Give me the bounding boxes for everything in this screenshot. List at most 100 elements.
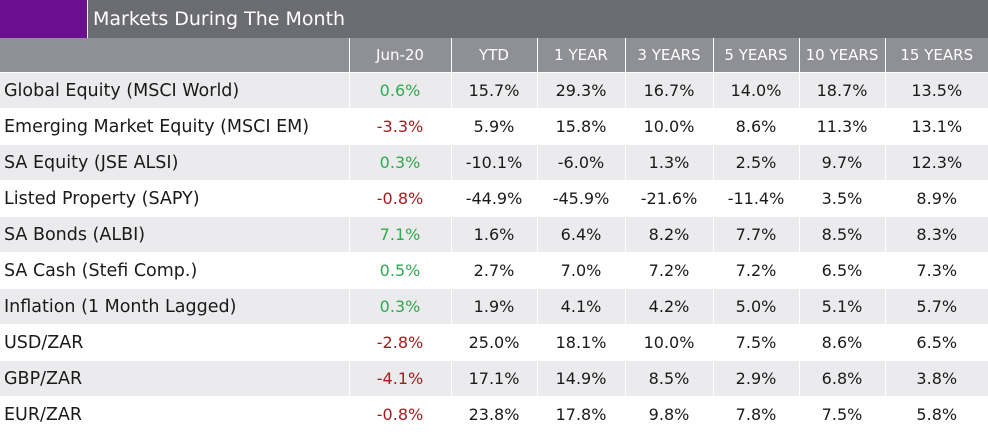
return-value-cell: 9.8% — [624, 396, 713, 433]
month-return-cell: 0.6% — [348, 72, 451, 109]
return-value-cell: 3.8% — [884, 360, 988, 397]
header-row: Jun-20 YTD 1 YEAR 3 YEARS 5 YEARS 10 YEA… — [0, 38, 988, 73]
return-value-cell: 7.3% — [884, 252, 988, 289]
market-returns-table: Jun-20 YTD 1 YEAR 3 YEARS 5 YEARS 10 YEA… — [0, 38, 988, 433]
return-value-cell: 23.8% — [450, 396, 537, 433]
return-value-cell: 3.5% — [798, 180, 885, 217]
return-value-cell: 9.7% — [798, 144, 885, 181]
return-value-cell: 17.1% — [450, 360, 537, 397]
asset-name-cell: SA Equity (JSE ALSI) — [0, 144, 349, 181]
return-value-cell: 29.3% — [536, 72, 625, 109]
asset-name-cell: SA Bonds (ALBI) — [0, 216, 349, 253]
return-value-cell: 2.5% — [712, 144, 799, 181]
return-value-cell: 7.8% — [712, 396, 799, 433]
table-row: SA Bonds (ALBI) 7.1% 1.6% 6.4% 8.2% 7.7% 8.5% 8… — [0, 216, 988, 253]
return-value-cell: -10.1% — [450, 144, 537, 181]
table-row: GBP/ZAR -4.1% 17.1% 14.9% 8.5% 2.9% 6.8% 3.8% — [0, 360, 988, 397]
asset-name-cell: EUR/ZAR — [0, 396, 349, 433]
header-cell: Jun-20 — [348, 38, 451, 73]
return-value-cell: 7.0% — [536, 252, 625, 289]
header-cell: 1 YEAR — [536, 38, 625, 73]
header-cell: 3 YEARS — [624, 38, 713, 73]
return-value-cell: 16.7% — [624, 72, 713, 109]
month-return-cell: 0.3% — [348, 144, 451, 181]
return-value-cell: -11.4% — [712, 180, 799, 217]
return-value-cell: 13.5% — [884, 72, 988, 109]
header-cell: YTD — [450, 38, 537, 73]
return-value-cell: -21.6% — [624, 180, 713, 217]
return-value-cell: 5.9% — [450, 108, 537, 145]
return-value-cell: 6.8% — [798, 360, 885, 397]
table-title: Markets During The Month — [93, 8, 346, 30]
return-value-cell: 8.6% — [798, 324, 885, 361]
table-row: SA Equity (JSE ALSI) 0.3% -10.1% -6.0% 1.3% 2… — [0, 144, 988, 181]
return-value-cell: 14.9% — [536, 360, 625, 397]
return-value-cell: 13.1% — [884, 108, 988, 145]
month-return-cell: -0.8% — [348, 180, 451, 217]
return-value-cell: 4.2% — [624, 288, 713, 325]
return-value-cell: 5.0% — [712, 288, 799, 325]
month-return-cell: -2.8% — [348, 324, 451, 361]
return-value-cell: 8.6% — [712, 108, 799, 145]
return-value-cell: 2.9% — [712, 360, 799, 397]
month-return-cell: -0.8% — [348, 396, 451, 433]
return-value-cell: 5.7% — [884, 288, 988, 325]
return-value-cell: 8.5% — [624, 360, 713, 397]
asset-name-cell: USD/ZAR — [0, 324, 349, 361]
header-cell: 15 YEARS — [884, 38, 988, 73]
table-row: Listed Property (SAPY) -0.8% -44.9% -45.9% -… — [0, 180, 988, 217]
header-blank-cell — [0, 38, 349, 73]
month-return-cell: 0.3% — [348, 288, 451, 325]
month-return-cell: 0.5% — [348, 252, 451, 289]
return-value-cell: -6.0% — [536, 144, 625, 181]
return-value-cell: 17.8% — [536, 396, 625, 433]
return-value-cell: 6.5% — [798, 252, 885, 289]
month-return-cell: -4.1% — [348, 360, 451, 397]
return-value-cell: 7.2% — [712, 252, 799, 289]
return-value-cell: 8.9% — [884, 180, 988, 217]
return-value-cell: 2.7% — [450, 252, 537, 289]
return-value-cell: 4.1% — [536, 288, 625, 325]
return-value-cell: 8.2% — [624, 216, 713, 253]
return-value-cell: 10.0% — [624, 324, 713, 361]
return-value-cell: 7.5% — [712, 324, 799, 361]
return-value-cell: -45.9% — [536, 180, 625, 217]
header-cell: 10 YEARS — [798, 38, 885, 73]
return-value-cell: 18.7% — [798, 72, 885, 109]
table-row: EUR/ZAR -0.8% 23.8% 17.8% 9.8% 7.8% 7.5% 5.8% — [0, 396, 988, 433]
return-value-cell: 7.2% — [624, 252, 713, 289]
asset-name-cell: Inflation (1 Month Lagged) — [0, 288, 349, 325]
table-row: Inflation (1 Month Lagged) 0.3% 1.9% 4.1% 4.… — [0, 288, 988, 325]
table-body: Global Equity (MSCI World) 0.6% 15.7% 29.3%… — [0, 72, 988, 433]
table-row: SA Cash (Stefi Comp.) 0.5% 2.7% 7.0% 7.2% 7.2… — [0, 252, 988, 289]
return-value-cell: 12.3% — [884, 144, 988, 181]
return-value-cell: 7.5% — [798, 396, 885, 433]
asset-name-cell: SA Cash (Stefi Comp.) — [0, 252, 349, 289]
return-value-cell: 1.6% — [450, 216, 537, 253]
return-value-cell: 15.7% — [450, 72, 537, 109]
return-value-cell: 25.0% — [450, 324, 537, 361]
asset-name-cell: Global Equity (MSCI World) — [0, 72, 349, 109]
title-bar: Markets During The Month — [0, 0, 988, 38]
return-value-cell: -44.9% — [450, 180, 537, 217]
header-cell: 5 YEARS — [712, 38, 799, 73]
return-value-cell: 14.0% — [712, 72, 799, 109]
table-row: Global Equity (MSCI World) 0.6% 15.7% 29.3%… — [0, 72, 988, 109]
asset-name-cell: Emerging Market Equity (MSCI EM) — [0, 108, 349, 145]
return-value-cell: 5.1% — [798, 288, 885, 325]
month-return-cell: -3.3% — [348, 108, 451, 145]
asset-name-cell: Listed Property (SAPY) — [0, 180, 349, 217]
return-value-cell: 8.5% — [798, 216, 885, 253]
table-row: USD/ZAR -2.8% 25.0% 18.1% 10.0% 7.5% 8.6% 6.5% — [0, 324, 988, 361]
return-value-cell: 5.8% — [884, 396, 988, 433]
return-value-cell: 15.8% — [536, 108, 625, 145]
title-accent-block — [0, 0, 88, 38]
return-value-cell: 7.7% — [712, 216, 799, 253]
return-value-cell: 11.3% — [798, 108, 885, 145]
return-value-cell: 8.3% — [884, 216, 988, 253]
asset-name-cell: GBP/ZAR — [0, 360, 349, 397]
month-return-cell: 7.1% — [348, 216, 451, 253]
return-value-cell: 18.1% — [536, 324, 625, 361]
return-value-cell: 1.9% — [450, 288, 537, 325]
